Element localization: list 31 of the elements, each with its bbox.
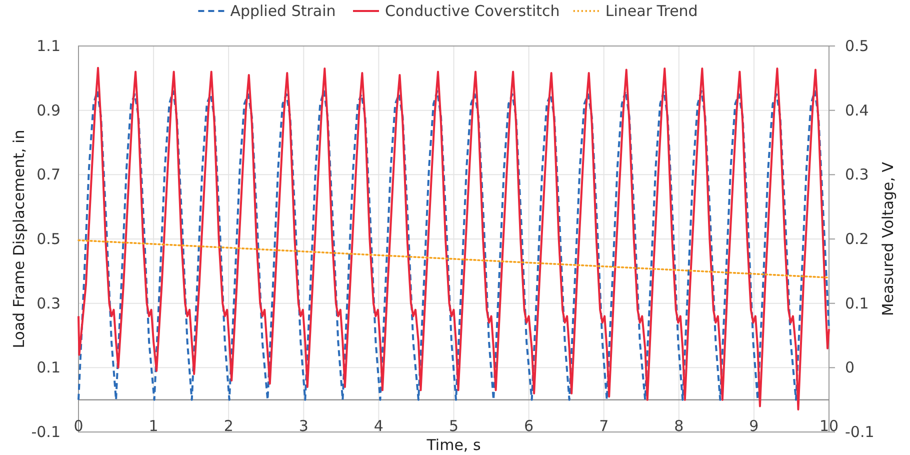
x-tick-label: 1 bbox=[148, 416, 158, 435]
x-tick-label: 4 bbox=[374, 416, 384, 435]
y2-tick-label: 0.1 bbox=[845, 294, 869, 312]
y2-axis-title: Measured Voltage, V bbox=[879, 161, 897, 316]
x-tick-label: 10 bbox=[819, 416, 839, 435]
y2-tick-label: 0 bbox=[845, 358, 855, 377]
x-tick-label: 8 bbox=[674, 416, 684, 435]
y-tick-label: -0.1 bbox=[31, 423, 60, 441]
legend-label: Conductive Coverstitch bbox=[385, 2, 560, 20]
y2-tick-label: 0.3 bbox=[845, 166, 869, 184]
x-tick-label: 9 bbox=[749, 416, 759, 435]
y2-tick-label: 0.5 bbox=[845, 37, 869, 55]
x-tick-label: 6 bbox=[524, 416, 534, 435]
x-tick-label: 3 bbox=[298, 416, 308, 435]
x-tick-label: 0 bbox=[74, 416, 84, 435]
legend-label: Applied Strain bbox=[230, 2, 336, 20]
y-tick-label: 0.5 bbox=[36, 230, 60, 248]
x-tick-label: 2 bbox=[224, 416, 234, 435]
y-tick-label: 0.7 bbox=[36, 166, 60, 184]
x-tick-label: 5 bbox=[448, 416, 459, 435]
y2-tick-label: -0.1 bbox=[845, 423, 874, 441]
y-tick-label: 0.9 bbox=[36, 101, 60, 120]
y-tick-label: 0.3 bbox=[36, 294, 60, 312]
legend-label: Linear Trend bbox=[605, 2, 698, 20]
y-axis-title: Load Frame Displacement, in bbox=[10, 130, 28, 348]
y2-tick-label: 0.4 bbox=[845, 101, 869, 120]
y-tick-label: 0.1 bbox=[36, 358, 60, 377]
y2-tick-label: 0.2 bbox=[845, 230, 869, 248]
x-tick-label: 7 bbox=[599, 416, 609, 435]
y-tick-label: 1.1 bbox=[36, 37, 60, 55]
x-axis-title: Time, s bbox=[426, 436, 481, 454]
